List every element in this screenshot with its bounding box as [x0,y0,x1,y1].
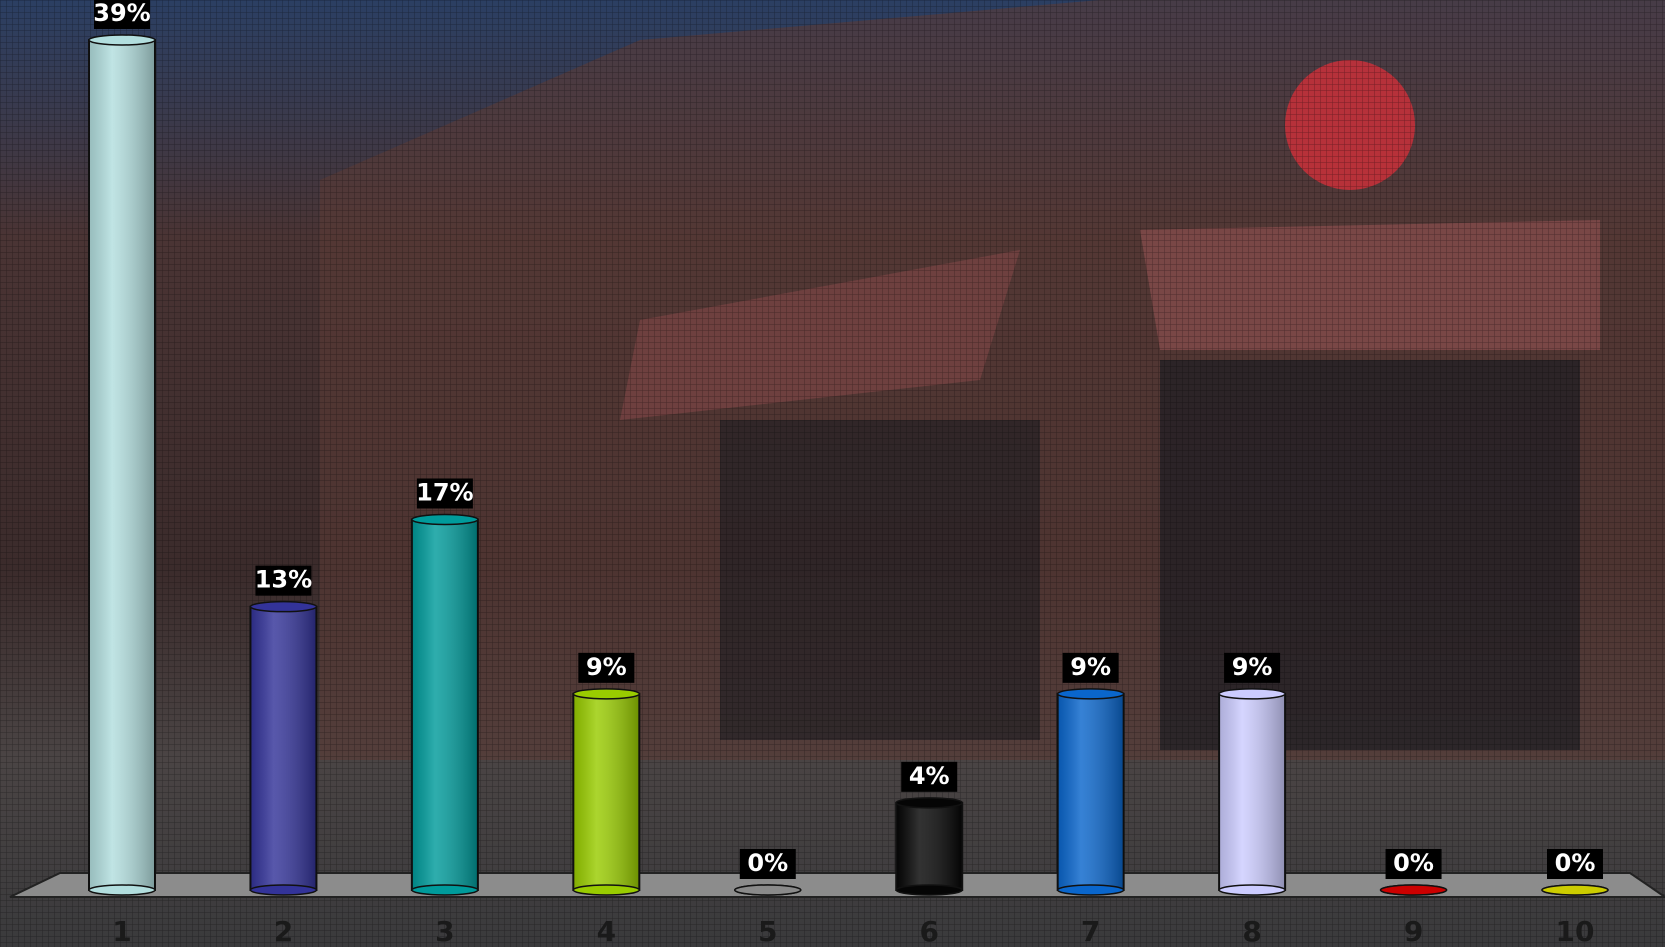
bar-shade [250,606,317,890]
value-label: 9% [1232,653,1273,681]
bar-base [249,884,318,896]
value-label: 17% [416,478,473,506]
bar-cap [88,34,156,46]
value-label: 13% [255,566,312,594]
value-label-box [94,0,150,29]
value-label-box [578,652,635,683]
bar-shade [1057,693,1124,890]
value-label-box [901,761,958,792]
x-tick-label: 10 [1556,915,1595,947]
bar-shade [411,519,478,890]
bar-base [1056,884,1125,896]
value-label: 9% [1070,653,1111,681]
value-label-box [255,565,312,596]
x-tick-label: 3 [435,915,454,947]
value-label: 0% [1393,849,1434,877]
bar-shade [1219,693,1286,890]
bar-base [1541,884,1609,896]
value-label: 39% [93,0,150,27]
value-label-box [1385,849,1442,879]
value-label: 4% [909,762,950,790]
bar-base [1379,884,1448,896]
x-tick-label: 5 [758,915,777,947]
bar-cap [1056,688,1125,700]
bar-base [88,884,156,896]
x-tick-label: 6 [919,915,938,947]
value-label-box [739,849,796,879]
x-tick-label: 8 [1242,915,1261,947]
bar-base [734,884,802,896]
bar-base [1218,884,1286,896]
x-tick-label: 7 [1081,915,1100,947]
bar-cap [249,600,318,613]
x-tick-label: 1 [112,915,131,947]
x-tick-label: 2 [274,915,293,947]
x-tick-label: 9 [1404,915,1423,947]
bar-shade [896,802,963,890]
bar-base [411,884,479,896]
bar-cap [411,513,479,526]
value-label: 0% [1555,849,1596,877]
x-tick-label: 4 [597,915,616,947]
bars: 39%113%217%39%40%54%69%79%80%90%10 [88,0,1609,947]
bar-base [895,884,963,896]
value-label-box [1062,652,1119,683]
bar-cap [895,797,963,809]
bar-cap [1218,688,1286,700]
value-label-box [1224,652,1281,683]
value-label: 0% [747,849,788,877]
value-label-box [1547,849,1603,879]
bar-base [572,884,641,896]
value-label: 9% [586,653,627,681]
bar-cap [572,688,641,700]
bar-shade [89,40,155,890]
value-label-box [416,478,473,509]
bar-shade [573,693,640,890]
